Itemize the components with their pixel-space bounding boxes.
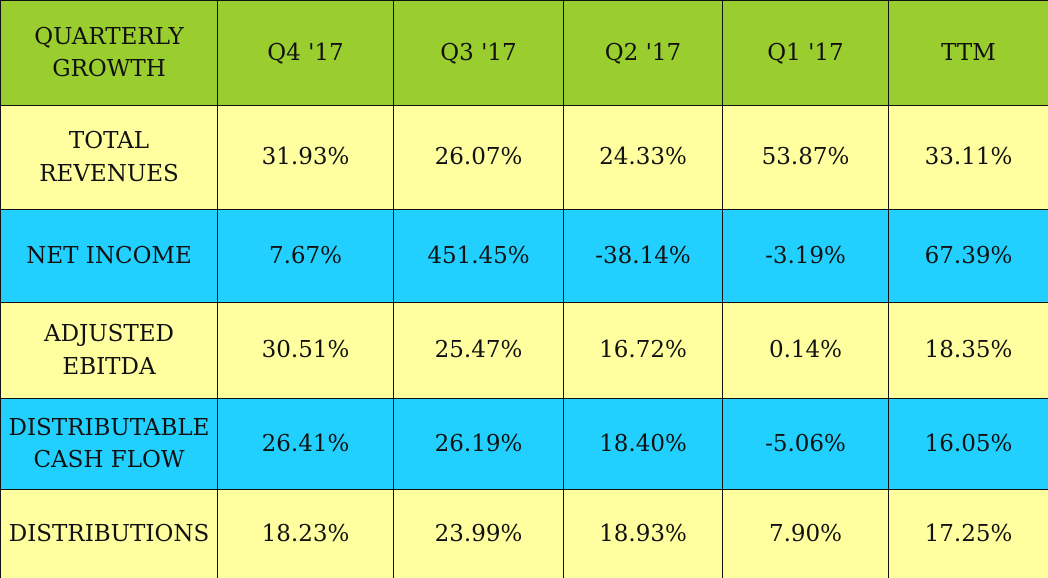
table-cell: 53.87%: [722, 105, 889, 210]
table-cell: 7.67%: [217, 209, 394, 303]
row-label-adjusted-ebitda: ADJUSTED EBITDA: [0, 302, 218, 399]
table-cell: 451.45%: [393, 209, 564, 303]
header-cell-q1-17: Q1 '17: [722, 0, 889, 106]
header-cell-q3-17: Q3 '17: [393, 0, 564, 106]
table-cell: 16.05%: [888, 398, 1048, 490]
table-cell: 30.51%: [217, 302, 394, 399]
table-cell: -3.19%: [722, 209, 889, 303]
table-cell: 18.35%: [888, 302, 1048, 399]
table-header-row: QUARTERLY GROWTH Q4 '17 Q3 '17 Q2 '17 Q1…: [0, 0, 1048, 106]
table-cell: 16.72%: [563, 302, 723, 399]
table-row-net-income: NET INCOME 7.67% 451.45% -38.14% -3.19% …: [0, 209, 1048, 303]
table-cell: 31.93%: [217, 105, 394, 210]
header-cell-q2-17: Q2 '17: [563, 0, 723, 106]
row-label-distributions: DISTRIBUTIONS: [0, 489, 218, 578]
table-cell: 18.23%: [217, 489, 394, 578]
table-cell: 67.39%: [888, 209, 1048, 303]
table-row-distributable-cash-flow: DISTRIBUTABLE CASH FLOW 26.41% 26.19% 18…: [0, 398, 1048, 490]
table-row-adjusted-ebitda: ADJUSTED EBITDA 30.51% 25.47% 16.72% 0.1…: [0, 302, 1048, 399]
table-cell: 17.25%: [888, 489, 1048, 578]
table-row-distributions: DISTRIBUTIONS 18.23% 23.99% 18.93% 7.90%…: [0, 489, 1048, 578]
table-cell: 26.19%: [393, 398, 564, 490]
table-cell: -38.14%: [563, 209, 723, 303]
table-cell: 23.99%: [393, 489, 564, 578]
table-cell: 18.93%: [563, 489, 723, 578]
row-label-total-revenues: TOTAL REVENUES: [0, 105, 218, 210]
table-cell: 25.47%: [393, 302, 564, 399]
table-cell: -5.06%: [722, 398, 889, 490]
table-cell: 26.41%: [217, 398, 394, 490]
table-cell: 26.07%: [393, 105, 564, 210]
table-row-total-revenues: TOTAL REVENUES 31.93% 26.07% 24.33% 53.8…: [0, 105, 1048, 210]
table-cell: 33.11%: [888, 105, 1048, 210]
header-cell-ttm: TTM: [888, 0, 1048, 106]
header-cell-q4-17: Q4 '17: [217, 0, 394, 106]
row-label-distributable-cash-flow: DISTRIBUTABLE CASH FLOW: [0, 398, 218, 490]
header-cell-quarterly-growth: QUARTERLY GROWTH: [0, 0, 218, 106]
table-cell: 18.40%: [563, 398, 723, 490]
table-cell: 7.90%: [722, 489, 889, 578]
row-label-net-income: NET INCOME: [0, 209, 218, 303]
table-cell: 24.33%: [563, 105, 723, 210]
table-cell: 0.14%: [722, 302, 889, 399]
